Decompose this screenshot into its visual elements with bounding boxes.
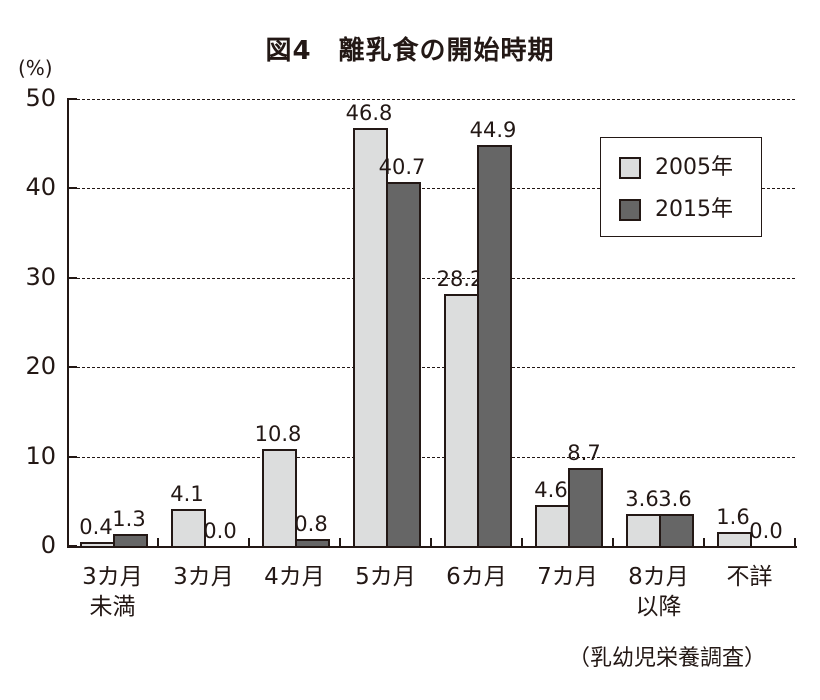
gridline [67, 456, 795, 458]
y-tick-mark [67, 276, 77, 279]
y-axis-unit-label: (%) [18, 56, 53, 80]
bar-2005年-3カ月未満 [79, 542, 115, 546]
legend: 2005年 2015年 [600, 137, 762, 237]
category-label-line: 6カ月 [446, 564, 507, 590]
category-label: 6カ月 [431, 562, 522, 592]
y-tick-mark [67, 98, 77, 100]
bar-value-label: 3.6 [658, 486, 692, 511]
chart-title: 図4 離乳食の開始時期 [265, 36, 555, 66]
x-tick-mark [157, 538, 159, 548]
legend-swatch-dark-icon [619, 199, 641, 221]
bar-2015年-6カ月 [476, 144, 512, 546]
bar-2005年-5カ月 [352, 127, 388, 546]
category-label: 4カ月 [249, 562, 340, 592]
bar-value-label: 0.8 [294, 511, 328, 536]
bar-value-label: 40.7 [378, 155, 426, 180]
legend-swatch-light-icon [619, 157, 641, 179]
category-label-line: 3カ月 [82, 564, 143, 590]
x-tick-mark [794, 538, 796, 548]
category-label-line: 8カ月 [628, 564, 689, 590]
bar-2015年-5カ月 [385, 182, 421, 546]
y-tick-label: 10 [25, 441, 56, 470]
bar-2005年-4カ月 [261, 449, 297, 546]
gridline [67, 277, 795, 279]
y-tick-label: 50 [25, 84, 56, 112]
bar-2005年-3カ月 [170, 509, 206, 546]
category-label-line: 7カ月 [537, 564, 598, 590]
y-tick-mark [67, 455, 77, 458]
bar-2015年-8カ月以降 [658, 513, 694, 546]
category-label: 不詳 [704, 562, 795, 592]
legend-label: 2005年 [655, 155, 733, 180]
bar-value-label: 3.6 [625, 486, 659, 511]
y-tick-mark [67, 187, 77, 190]
bar-2015年-7カ月 [567, 468, 603, 546]
category-label-line: 5カ月 [355, 564, 416, 590]
bar-2005年-6カ月 [443, 293, 479, 546]
x-tick-mark [248, 538, 250, 548]
category-label: 3カ月 [158, 562, 249, 592]
category-label: 8カ月以降 [613, 562, 704, 622]
category-label-line: 3カ月 [173, 564, 234, 590]
x-tick-mark [612, 538, 614, 548]
plot-area: 0.4 1.3 4.1 0.0 10.8 0.8 46.8 40.7 28.2 44.9 4.6 8.… [67, 98, 797, 548]
legend-item-2005: 2005年 [619, 156, 733, 180]
y-tick-mark [67, 545, 77, 547]
category-label-line: 以降 [635, 594, 682, 620]
gridline [67, 367, 795, 369]
y-tick-label: 20 [25, 352, 56, 381]
bar-value-label: 4.6 [534, 477, 568, 502]
category-label-line: 未満 [89, 594, 136, 620]
x-tick-mark [521, 538, 523, 548]
category-label: 3カ月未満 [67, 562, 158, 622]
x-tick-mark [430, 538, 432, 548]
bar-value-label: 8.7 [567, 441, 601, 466]
bar-value-label: 0.0 [749, 519, 783, 543]
y-tick-label: 0 [40, 531, 56, 559]
bar-value-label: 1.6 [716, 504, 750, 529]
bar-value-label: 46.8 [345, 100, 393, 125]
bar-value-label: 28.2 [436, 266, 484, 291]
x-axis-line [67, 546, 797, 548]
category-label-line: 不詳 [726, 564, 773, 590]
bar-value-label: 0.4 [79, 515, 113, 540]
y-axis-line [67, 99, 69, 548]
bar-value-label: 4.1 [170, 482, 204, 507]
bar-2015年-4カ月 [294, 538, 330, 546]
y-tick-mark [67, 366, 77, 369]
y-tick-label: 30 [25, 262, 56, 291]
bar-2005年-不詳 [716, 531, 752, 546]
source-note: （乳幼児栄養調査） [568, 646, 767, 671]
category-label: 5カ月 [340, 562, 431, 592]
bar-2015年-3カ月未満 [112, 534, 148, 546]
x-tick-mark [703, 538, 705, 548]
bar-value-label: 0.0 [203, 519, 237, 543]
bar-value-label: 1.3 [112, 507, 146, 532]
bar-2005年-8カ月以降 [625, 513, 661, 546]
bar-value-label: 44.9 [469, 117, 517, 142]
x-tick-mark [339, 538, 341, 548]
legend-item-2015: 2015年 [619, 198, 733, 222]
bar-value-label: 10.8 [254, 422, 302, 447]
gridline [67, 99, 795, 100]
legend-label: 2015年 [655, 197, 733, 222]
bar-2005年-7カ月 [534, 504, 570, 546]
y-tick-label: 40 [25, 173, 56, 202]
gridline [67, 188, 795, 190]
category-label: 7カ月 [522, 562, 613, 592]
category-label-line: 4カ月 [264, 564, 325, 590]
